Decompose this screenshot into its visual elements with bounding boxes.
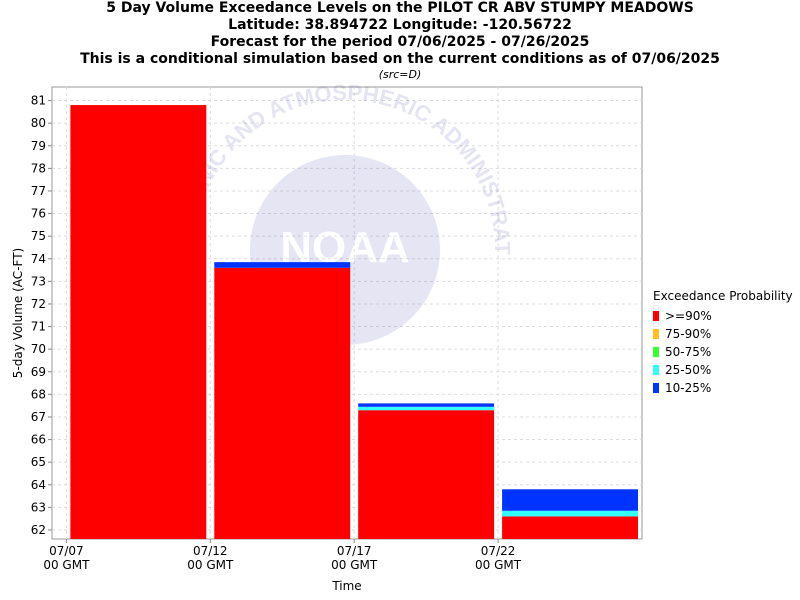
legend-label: >=90% bbox=[665, 309, 712, 323]
legend-label: 50-75% bbox=[665, 345, 712, 359]
y-tick-label: 76 bbox=[31, 207, 46, 221]
x-tick-label: 00 GMT bbox=[331, 558, 378, 572]
y-tick-label: 81 bbox=[31, 94, 46, 108]
y-tick-label: 71 bbox=[31, 320, 46, 334]
x-tick-label: 00 GMT bbox=[475, 558, 522, 572]
legend-item: 10-25% bbox=[653, 379, 793, 397]
y-tick-label: 77 bbox=[31, 184, 46, 198]
bar-segment bbox=[358, 403, 495, 407]
legend-swatch bbox=[653, 347, 659, 357]
legend-item: 25-50% bbox=[653, 361, 793, 379]
y-tick-label: 80 bbox=[31, 116, 46, 130]
y-tick-label: 79 bbox=[31, 139, 46, 153]
y-tick-label: 78 bbox=[31, 161, 46, 175]
x-tick-label: 07/22 bbox=[481, 544, 516, 558]
y-tick-label: 62 bbox=[31, 523, 46, 537]
y-tick-label: 65 bbox=[31, 455, 46, 469]
y-tick-label: 68 bbox=[31, 387, 46, 401]
legend-label: 75-90% bbox=[665, 327, 712, 341]
bar-segment bbox=[214, 262, 351, 268]
legend: Exceedance Probability >=90% 75-90% 50-7… bbox=[653, 289, 793, 397]
bar-segment bbox=[70, 105, 207, 539]
legend-swatch bbox=[653, 383, 659, 393]
x-tick-label: 00 GMT bbox=[187, 558, 234, 572]
x-axis-label: Time bbox=[331, 579, 361, 593]
bar-segment bbox=[358, 410, 495, 539]
x-tick-label: 07/17 bbox=[337, 544, 372, 558]
y-tick-label: 72 bbox=[31, 297, 46, 311]
x-tick-label: 07/12 bbox=[193, 544, 228, 558]
y-tick-label: 67 bbox=[31, 410, 46, 424]
x-tick-label: 07/07 bbox=[49, 544, 84, 558]
bar-stacks bbox=[70, 105, 638, 539]
legend-swatch bbox=[653, 311, 659, 321]
y-axis: 62 63 64 65 66 67 68 69 70 71 72 73 74 75 76 77 78 79 80 81 bbox=[31, 94, 52, 537]
y-tick-label: 75 bbox=[31, 229, 46, 243]
chart-subtitle-conditions: This is a conditional simulation based o… bbox=[80, 51, 720, 67]
legend-item: 75-90% bbox=[653, 325, 793, 343]
y-tick-label: 70 bbox=[31, 342, 46, 356]
legend-item: >=90% bbox=[653, 307, 793, 325]
legend-title: Exceedance Probability bbox=[653, 289, 793, 303]
y-tick-label: 64 bbox=[31, 478, 46, 492]
y-tick-label: 66 bbox=[31, 433, 46, 447]
y-tick-label: 74 bbox=[31, 252, 46, 266]
legend-swatch bbox=[653, 365, 659, 375]
chart-title: 5 Day Volume Exceedance Levels on the PI… bbox=[106, 0, 694, 16]
chart-subtitle-location: Latitude: 38.894722 Longitude: -120.5672… bbox=[228, 17, 572, 33]
x-tick-label: 00 GMT bbox=[43, 558, 90, 572]
y-axis-label: 5-day Volume (AC-FT) bbox=[11, 248, 25, 378]
legend-swatch bbox=[653, 329, 659, 339]
bar-segment bbox=[502, 516, 638, 539]
y-tick-label: 73 bbox=[31, 274, 46, 288]
legend-label: 10-25% bbox=[665, 381, 712, 395]
bar-segment bbox=[502, 489, 638, 511]
y-tick-label: 63 bbox=[31, 500, 46, 514]
bar-segment bbox=[214, 267, 351, 539]
bar-segment bbox=[358, 406, 495, 411]
chart-source-note: (src=D) bbox=[378, 68, 422, 81]
legend-label: 25-50% bbox=[665, 363, 712, 377]
legend-item: 50-75% bbox=[653, 343, 793, 361]
bar-segment bbox=[502, 510, 638, 517]
y-tick-label: 69 bbox=[31, 365, 46, 379]
chart-subtitle-period: Forecast for the period 07/06/2025 - 07/… bbox=[210, 34, 590, 50]
chart-titles: 5 Day Volume Exceedance Levels on the PI… bbox=[0, 0, 800, 82]
